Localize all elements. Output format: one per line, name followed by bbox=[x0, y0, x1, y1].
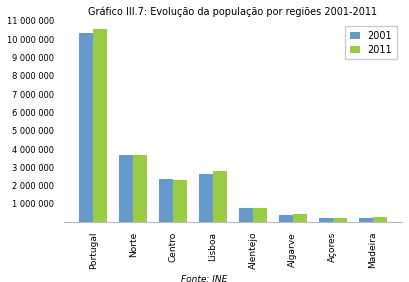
Bar bbox=[159, 179, 173, 222]
Legend: 2001, 2011: 2001, 2011 bbox=[345, 26, 397, 60]
Bar bbox=[93, 29, 107, 222]
Bar bbox=[173, 180, 187, 222]
Bar bbox=[373, 217, 387, 222]
Bar bbox=[79, 33, 93, 222]
Bar bbox=[239, 208, 253, 222]
Bar bbox=[133, 155, 147, 222]
Bar bbox=[199, 173, 213, 222]
Bar bbox=[359, 218, 373, 222]
Text: Fonte: INE: Fonte: INE bbox=[181, 275, 228, 282]
Bar bbox=[119, 155, 133, 222]
Title: Gráfico III.7: Evolução da população por regiões 2001-2011: Gráfico III.7: Evolução da população por… bbox=[88, 7, 378, 17]
Bar bbox=[319, 218, 333, 222]
Bar bbox=[293, 214, 307, 222]
Bar bbox=[333, 218, 347, 222]
Bar bbox=[253, 208, 267, 222]
Bar bbox=[213, 171, 227, 222]
Bar bbox=[279, 215, 293, 222]
